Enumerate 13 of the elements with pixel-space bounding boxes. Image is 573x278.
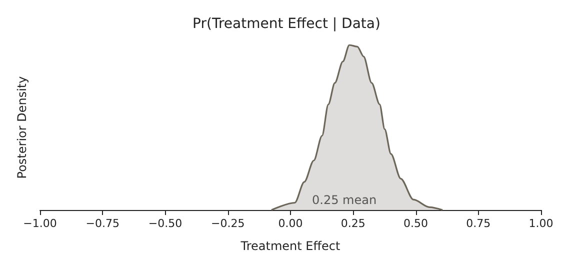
x-tick-label: −0.25: [211, 217, 245, 230]
x-tick-label: −0.50: [148, 217, 182, 230]
x-tick-label: 0.00: [278, 217, 303, 230]
x-tick-label: −1.00: [23, 217, 57, 230]
annotation: 0.25 mean: [312, 193, 377, 207]
x-tick-label: 1.00: [528, 217, 554, 230]
x-axis-title: Treatment Effect: [240, 239, 340, 253]
y-axis-title: Posterior Density: [15, 76, 29, 179]
x-tick-label: 0.25: [340, 217, 366, 230]
chart-title: Pr(Treatment Effect | Data): [192, 16, 380, 32]
x-tick-label: −0.75: [86, 217, 120, 230]
x-tick-label: 0.50: [404, 217, 428, 230]
x-tick-label: 0.75: [466, 217, 491, 230]
